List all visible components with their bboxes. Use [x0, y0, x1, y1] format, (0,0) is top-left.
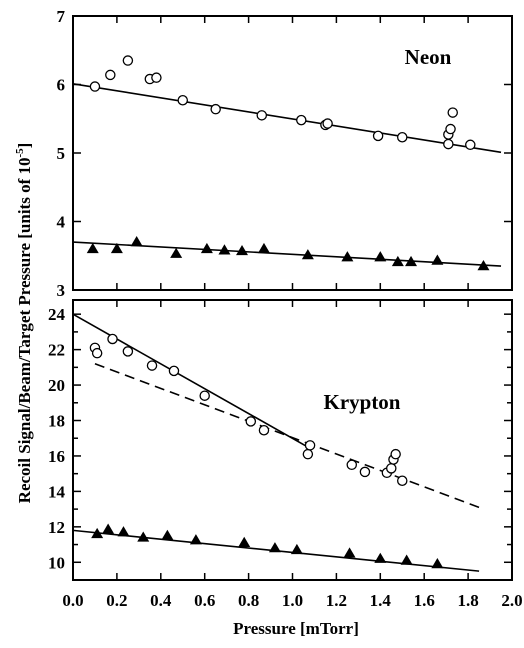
- neon-filled-triangle-point: [110, 242, 123, 254]
- krypton-filled-triangle-point: [91, 527, 104, 539]
- krypton-open-circle-point: [304, 440, 316, 451]
- krypton-y-tick-label: 12: [48, 518, 65, 537]
- neon-filled-triangle-point: [257, 242, 270, 254]
- neon-panel: 3 4 5 6 7 Neon: [57, 7, 513, 300]
- krypton-filled-triangle-point: [102, 523, 115, 534]
- neon-filled-triangle-point: [218, 244, 231, 255]
- krypton-open-circle-point: [302, 448, 314, 460]
- krypton-y-tick-label: 14: [48, 482, 66, 501]
- neon-open-circle-point: [396, 131, 408, 143]
- krypton-filled-triangle-point: [189, 534, 202, 545]
- krypton-open-circle-point: [91, 347, 103, 359]
- x-tick-label: 2.0: [501, 591, 522, 610]
- neon-filled-triangle-point: [130, 236, 143, 247]
- krypton-filled-triangle-point: [268, 542, 281, 553]
- krypton-plot-frame: [72, 299, 513, 581]
- krypton-panel-label: Krypton: [323, 390, 400, 414]
- neon-open-circle-point: [372, 130, 384, 142]
- x-tick-label: 0.6: [194, 591, 215, 610]
- y-axis-title-close: ]: [15, 143, 34, 149]
- x-tick-label: 0.2: [106, 591, 127, 610]
- krypton-open-circle-point: [122, 346, 134, 357]
- neon-open-circle-point: [151, 72, 162, 83]
- x-axis-title: Pressure [mTorr]: [233, 619, 359, 638]
- neon-open-circle-point: [256, 110, 268, 121]
- krypton-y-tick-label: 16: [48, 447, 65, 466]
- krypton-filled-triangle-point: [117, 526, 130, 537]
- x-tick-label: 1.4: [370, 591, 392, 610]
- neon-open-circle-point: [443, 138, 454, 150]
- neon-y-tick-label: 6: [57, 76, 66, 95]
- neon-open-circle-point: [445, 123, 456, 135]
- krypton-open-circle-point: [386, 463, 397, 474]
- krypton-y-tick-label: 22: [48, 341, 65, 360]
- neon-filled-triangle-point: [170, 247, 183, 258]
- krypton-open-circle-point: [168, 365, 180, 377]
- krypton-filled-triangle-point: [400, 554, 413, 565]
- neon-y-tick-label: 7: [57, 7, 66, 26]
- neon-filled-triangle-point: [200, 242, 213, 254]
- krypton-open-circle-point: [258, 425, 270, 436]
- krypton-filled-triangle-point: [343, 547, 356, 558]
- krypton-y-tick-label: 18: [48, 412, 65, 431]
- neon-filled-triangle-point: [391, 255, 404, 267]
- krypton-fit-line: [72, 313, 309, 448]
- neon-y-tick-label: 5: [57, 144, 66, 163]
- neon-y-tick-label: 4: [57, 213, 66, 232]
- neon-panel-label: Neon: [405, 45, 452, 69]
- neon-open-circle-point: [105, 69, 116, 81]
- neon-fit-line: [72, 241, 502, 267]
- x-tick-label: 1.8: [457, 591, 478, 610]
- krypton-open-circle-point: [346, 459, 358, 471]
- krypton-filled-triangle-point: [137, 531, 150, 542]
- neon-filled-triangle-point: [431, 254, 444, 265]
- neon-open-circle-point: [465, 139, 476, 151]
- krypton-open-circle-point: [107, 333, 118, 345]
- krypton-open-circle-point: [245, 416, 257, 427]
- krypton-open-circle-point: [359, 466, 371, 478]
- x-tick-label: 1.0: [282, 591, 303, 610]
- neon-open-circle-point: [177, 95, 188, 106]
- neon-filled-triangle-point: [236, 244, 249, 256]
- neon-y-tick-label: 3: [57, 281, 66, 300]
- x-tick-label: 0.4: [150, 591, 172, 610]
- krypton-filled-triangle-point: [374, 552, 387, 563]
- x-tick-label: 1.6: [414, 591, 435, 610]
- krypton-y-tick-label: 10: [48, 553, 65, 572]
- neon-fit-line: [72, 83, 502, 154]
- krypton-filled-triangle-point: [290, 543, 303, 555]
- krypton-open-circle-point: [199, 390, 210, 401]
- neon-open-circle-point: [89, 81, 101, 92]
- neon-filled-triangle-point: [301, 249, 314, 260]
- neon-open-circle-point: [210, 103, 221, 115]
- krypton-filled-triangle-point: [431, 558, 444, 569]
- neon-filled-triangle-point: [341, 251, 354, 262]
- x-tick-label: 1.2: [326, 591, 347, 610]
- x-tick-label: 0.0: [62, 591, 83, 610]
- neon-open-circle-point: [122, 55, 134, 66]
- neon-open-circle-point: [296, 114, 307, 126]
- krypton-y-tick-label: 24: [48, 305, 66, 324]
- neon-filled-triangle-point: [405, 255, 418, 267]
- krypton-panel: 0.0 0.2 0.4 0.6 0.8 1.0 1.2 1.4 1.6 1.8 2.0 10 12 14 1…: [48, 299, 523, 610]
- krypton-filled-triangle-point: [238, 536, 251, 547]
- y-axis-title: Recoil Signal/Beam/Target Pressure [unit…: [14, 143, 34, 504]
- krypton-y-tick-label: 20: [48, 376, 65, 395]
- neon-filled-triangle-point: [86, 242, 99, 254]
- neon-filled-triangle-point: [477, 260, 490, 271]
- krypton-open-circle-point: [396, 475, 408, 487]
- krypton-filled-triangle-point: [161, 529, 174, 540]
- y-axis-title-main: Recoil Signal/Beam/Target Pressure [unit…: [15, 158, 34, 504]
- x-tick-label: 0.8: [238, 591, 259, 610]
- krypton-open-circle-point: [390, 448, 401, 460]
- neon-open-circle-point: [447, 107, 458, 118]
- neon-open-circle-point: [322, 118, 333, 129]
- y-axis-title-exponent: -5: [14, 148, 26, 158]
- krypton-open-circle-point: [146, 360, 158, 371]
- neon-filled-triangle-point: [374, 251, 387, 262]
- krypton-fit-line-dashed: [94, 363, 480, 509]
